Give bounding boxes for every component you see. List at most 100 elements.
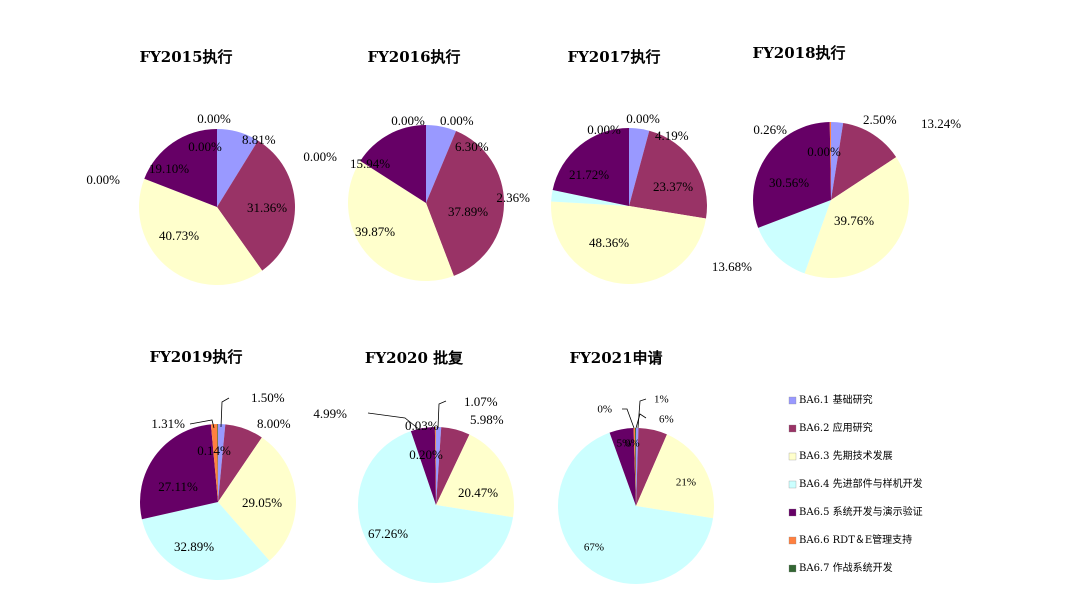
legend-swatch <box>788 536 797 545</box>
chart-title: FY2015执行 <box>139 48 232 66</box>
legend-swatch <box>788 508 797 517</box>
data-label: 19.10% <box>149 161 189 176</box>
data-label: 21.72% <box>569 167 609 182</box>
data-label: 6.30% <box>455 139 489 154</box>
data-label: 40.73% <box>159 228 199 243</box>
pie-slice-ba6-1 <box>217 129 259 207</box>
legend-swatch <box>788 452 797 461</box>
pie-slice-ba6-3 <box>551 201 706 284</box>
pie-slice-ba6-3 <box>636 434 714 519</box>
data-label: 8.00% <box>257 416 291 431</box>
legend-swatch <box>788 480 797 489</box>
data-label: 2.36% <box>496 190 530 205</box>
chart-title: FY2017执行 <box>567 48 660 66</box>
leader-line <box>367 412 421 431</box>
chart-title: FY2021申请 <box>569 349 662 367</box>
legend-item: BA6.3 先期技术发展 <box>788 449 893 462</box>
legend-item: BA6.6 RDT＆E管理支持 <box>788 533 912 546</box>
chart-title: FY2016执行 <box>367 48 460 66</box>
pie-slice-ba6-4 <box>758 200 831 274</box>
pie-slice-ba6-1 <box>436 427 442 505</box>
data-label: 0.00% <box>86 172 120 187</box>
pie-slice-ba6-6 <box>633 428 636 506</box>
pie-slice-ba6-1 <box>636 428 639 506</box>
pie-slice-ba6-6 <box>829 121 831 200</box>
legend-label: BA6.6 RDT＆E管理支持 <box>799 533 912 546</box>
legend-item: BA6.2 应用研究 <box>788 421 873 434</box>
data-label: 1% <box>654 394 669 406</box>
data-label: 31.36% <box>247 200 287 215</box>
data-label: 1.31% <box>151 416 185 431</box>
pie-slice-ba6-3 <box>139 178 263 285</box>
pie-slice-ba6-3 <box>348 160 454 282</box>
pie-chart-5: FY2019执行 1.50% 8.00% 29.05% 32.89% 27.11% 1.31… <box>139 348 296 581</box>
pie-slice-ba6-2 <box>629 130 707 219</box>
pie-slice-ba6-2 <box>636 428 667 506</box>
pie-slice-ba6-4 <box>141 502 270 581</box>
legend-swatch <box>788 564 797 573</box>
data-label: 39.87% <box>355 224 395 239</box>
chart-title: FY2019执行 <box>149 348 242 366</box>
data-label: 0.14% <box>197 443 231 458</box>
pie-slice-ba6-3 <box>218 437 296 561</box>
data-label: 4.19% <box>655 128 689 143</box>
pie-chart-6: FY2020 批复 1.07% 5.98% 20.47% 67.26% 4.99% 0.20… <box>313 349 514 584</box>
data-label: 6% <box>659 414 674 426</box>
legend-label: BA6.2 应用研究 <box>799 421 873 434</box>
data-label: 67.26% <box>368 526 408 541</box>
data-label: 29.05% <box>242 495 282 510</box>
chart-title: FY2018执行 <box>752 44 845 62</box>
data-label: 13.24% <box>921 116 961 131</box>
pie-slice-ba6-6 <box>210 424 218 502</box>
leader-line <box>635 413 647 429</box>
data-label: 23.37% <box>653 179 693 194</box>
data-label: 0.03% <box>405 418 439 433</box>
data-label: 8.81% <box>242 132 276 147</box>
data-label: 0.00% <box>303 149 337 164</box>
data-label: 15.94% <box>350 156 390 171</box>
leader-line <box>622 408 635 429</box>
pie-slice-ba6-7 <box>635 428 636 506</box>
pie-slice-ba6-4 <box>357 431 514 584</box>
data-label: 0.00% <box>197 111 231 126</box>
pie-slice-ba6-3 <box>436 434 514 518</box>
data-label: 27.11% <box>158 479 198 494</box>
legend-label: BA6.7 作战系统开发 <box>799 561 893 574</box>
data-label: 0.26% <box>753 122 787 137</box>
pie-slice-ba6-2 <box>436 427 470 505</box>
pie-slice-ba6-1 <box>831 122 844 200</box>
legend: BA6.1 基础研究 BA6.2 应用研究 BA6.3 先期技术发展 BA6.4 先进… <box>788 393 923 574</box>
pie-slice-ba6-5 <box>753 122 831 228</box>
data-label: 20.47% <box>458 485 498 500</box>
data-label: 0.00% <box>807 144 841 159</box>
data-label: 0.00% <box>440 113 474 128</box>
pie-slice-ba6-4 <box>551 190 629 206</box>
legend-swatch <box>788 396 797 405</box>
data-label: 2.50% <box>863 112 897 127</box>
pie-slice-ba6-2 <box>217 140 296 271</box>
pie-slice-ba6-5 <box>139 424 218 520</box>
leader-line <box>189 419 215 429</box>
legend-label: BA6.5 系统开发与演示验证 <box>799 505 923 518</box>
data-label: 0.00% <box>587 122 621 137</box>
data-label: 39.76% <box>834 213 874 228</box>
data-label: 1.07% <box>464 394 498 409</box>
data-label: 30.56% <box>769 175 809 190</box>
pie-slice-ba6-2 <box>218 424 262 502</box>
legend-swatch <box>788 424 797 433</box>
pie-slice-ba6-1 <box>629 128 650 206</box>
data-label: 0.00% <box>188 139 222 154</box>
legend-item: BA6.1 基础研究 <box>788 393 873 406</box>
data-label: 32.89% <box>174 539 214 554</box>
data-label: 21% <box>676 477 696 489</box>
legend-label: BA6.3 先期技术发展 <box>799 449 893 462</box>
pie-slice-ba6-6 <box>434 427 436 505</box>
data-label: 5% <box>617 438 632 450</box>
pie-chart-3: FY2017执行 4.19% 23.37% 48.36% 2.36% 21.72% 0.00… <box>496 48 707 284</box>
pie-slice-ba6-5 <box>360 125 426 203</box>
data-label: 48.36% <box>589 235 629 250</box>
legend-label: BA6.4 先进部件与样机开发 <box>799 477 923 490</box>
pie-slice-ba6-5 <box>410 427 436 505</box>
